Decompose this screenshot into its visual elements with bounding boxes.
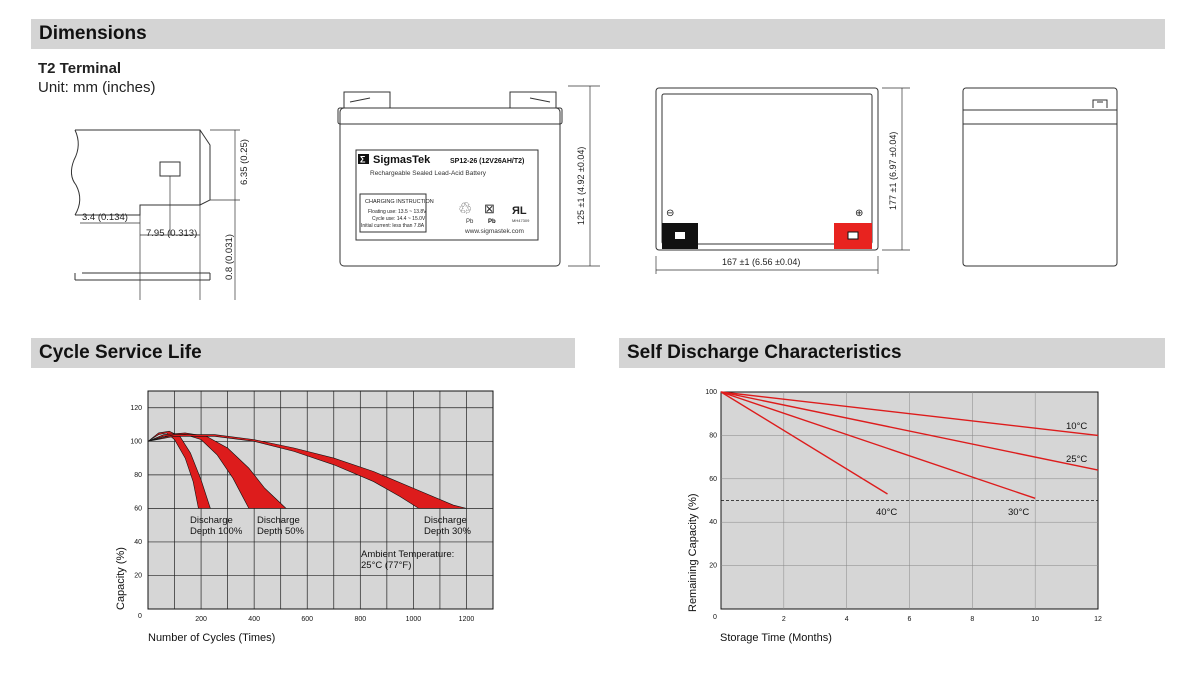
dis-xtick-label: 8 <box>970 616 974 623</box>
dis-ytick-label: 60 <box>709 476 717 483</box>
dis-xtick-label: 2 <box>782 616 786 623</box>
cycle-series-2 <box>147 434 467 509</box>
charging-title: CHARGING INSTRUCTION <box>365 199 434 205</box>
dis-ytick-label: 80 <box>709 432 717 439</box>
terminal-hole <box>159 161 181 177</box>
terminal-outline <box>75 129 211 216</box>
charging-cycle: Cycle use: 14.4 ~ 15.0V <box>372 216 426 222</box>
cycle-xtick-label: 200 <box>195 616 207 623</box>
model-text: SP12-26 (12V26AH/T2) <box>450 158 524 165</box>
battery-front-view: Σ SigmasTek SP12-26 (12V26AH/T2) Recharg… <box>337 85 600 267</box>
height-dim-text: 125 ±1 (4.92 ±0.04) <box>576 147 586 225</box>
dis-xtick-label: 10 <box>1031 616 1039 623</box>
depth-dim-text: 177 ±1 (6.97 ±0.04) <box>888 132 898 210</box>
cycle-ann-temp: Ambient Temperature: 25°C (77°F) <box>361 549 454 571</box>
terminal-diagram: 6.35 (0.25) 0.8 (0.031) 3.4 (0.134) 7.95… <box>70 129 250 300</box>
cycle-xlabel: Number of Cycles (Times) <box>148 632 275 644</box>
cycle-ylabel: Capacity (%) <box>115 547 127 610</box>
plus-icon: ⊕ <box>855 208 863 219</box>
terminal-break <box>70 129 81 216</box>
cycle-ytick-label: 120 <box>130 405 142 412</box>
dimensions-title: Dimensions <box>39 23 147 44</box>
terminal-title: T2 Terminal <box>38 60 122 77</box>
cycle-ytick-label: 100 <box>130 438 142 445</box>
label-subtitle: Rechargeable Sealed Lead-Acid Battery <box>370 170 487 177</box>
dis-ytick-label: 40 <box>709 519 717 526</box>
cycle-xtick-label: 600 <box>301 616 313 623</box>
cycle-ytick-label: 80 <box>134 472 142 479</box>
battery-top-view: ⊖ ⊕ 167 ±1 (6.56 ±0.04) 177 ±1 (6.97 ±0.… <box>655 87 910 274</box>
unit-label: Unit: mm (inches) <box>38 79 156 96</box>
cycle-origin-label: 0 <box>138 613 142 620</box>
cycle-ann-50: Discharge Depth 50% <box>257 515 305 537</box>
width-dim-text: 167 ±1 (6.56 ±0.04) <box>722 257 800 267</box>
dis-xtick-label: 12 <box>1094 616 1102 623</box>
dis-label-40c: 40°C <box>876 507 897 518</box>
cycle-xtick-label: 800 <box>354 616 366 623</box>
cycle-ann-30: Discharge Depth 30% <box>424 515 472 537</box>
dis-series-0 <box>720 391 1099 437</box>
cycle-xtick-label: 1000 <box>406 616 422 623</box>
dis-label-30c: 30°C <box>1008 507 1029 518</box>
cycle-ann-100: Discharge Depth 100% <box>190 515 243 537</box>
discharge-ticks: 2 4 6 8 10 12 20 40 60 80 100 <box>705 389 1102 623</box>
cycle-ytick-label: 40 <box>134 539 142 546</box>
cycle-areas <box>147 430 467 509</box>
battery-side-view <box>962 87 1118 267</box>
sigma-icon <box>358 154 369 164</box>
dis-xtick-label: 6 <box>908 616 912 623</box>
recycle-icon: ♲ <box>458 201 472 218</box>
cycle-ytick-label: 60 <box>134 505 142 512</box>
dis-label-10c: 10°C <box>1066 421 1087 432</box>
minus-icon: ⊖ <box>666 208 674 219</box>
svg-text:Σ: Σ <box>360 155 366 165</box>
dim-height-text: 6.35 (0.25) <box>239 139 250 185</box>
cycle-ticks: 200 400 600 800 1000 1200 20 40 60 80 100 120 <box>130 405 474 623</box>
dim-offset-text: 3.4 (0.134) <box>82 212 128 223</box>
self-discharge-title: Self Discharge Characteristics <box>627 342 902 363</box>
charging-initial: Initial current: less than 7.8A <box>361 223 425 229</box>
cycle-xtick-label: 400 <box>248 616 260 623</box>
discharge-lines <box>720 391 1099 499</box>
dim-thickness-text: 0.8 (0.031) <box>224 234 235 280</box>
dis-ylabel: Remaining Capacity (%) <box>687 493 699 612</box>
charging-floating: Floating use: 13.5 ~ 13.8V <box>368 209 427 215</box>
ul-code: MH47309 <box>512 218 530 223</box>
dis-series-3 <box>720 391 888 495</box>
dis-ytick-label: 100 <box>705 389 717 396</box>
dis-origin-label: 0 <box>713 614 717 621</box>
bin-icon: ⊠ <box>484 201 495 216</box>
cycle-ann-100-l1: Discharge <box>190 515 233 526</box>
website-text: www.sigmastek.com <box>464 228 524 235</box>
pb-text-1: Pb <box>466 219 474 225</box>
dis-xlabel: Storage Time (Months) <box>720 632 832 644</box>
pb-text-2: Pb <box>488 219 496 225</box>
cycle-ann-100-l2: Depth 100% <box>190 526 243 537</box>
ul-icon: ЯL <box>512 205 527 217</box>
cycle-life-chart: 200 400 600 800 1000 1200 20 40 60 80 100 120 Disch… <box>115 390 494 644</box>
cycle-life-header: Cycle Service Life <box>31 338 575 368</box>
dis-label-25c: 25°C <box>1066 454 1087 465</box>
cycle-xtick-label: 1200 <box>459 616 475 623</box>
brand-text: SigmasTek <box>373 154 431 166</box>
dis-ytick-label: 20 <box>709 563 717 570</box>
self-discharge-header: Self Discharge Characteristics <box>619 338 1165 368</box>
dim-width-text: 7.95 (0.313) <box>146 228 197 239</box>
dis-series-2 <box>720 391 1036 499</box>
cycle-ytick-label: 20 <box>134 572 142 579</box>
cycle-life-title: Cycle Service Life <box>39 342 202 363</box>
dis-xtick-label: 4 <box>845 616 849 623</box>
dimensions-header: Dimensions <box>31 19 1165 49</box>
dis-series-1 <box>720 391 1099 471</box>
